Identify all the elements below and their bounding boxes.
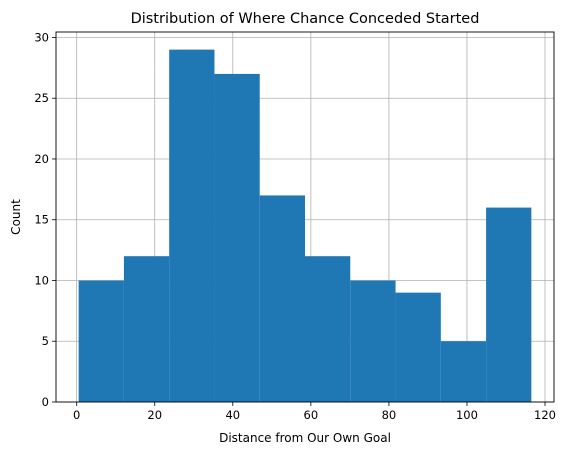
y-tick-label: 15 (34, 213, 49, 227)
histogram-bar-4 (214, 73, 260, 403)
y-tick-label: 30 (34, 30, 49, 44)
x-tick-label: 120 (534, 408, 556, 422)
chart-title: Distribution of Where Chance Conceded St… (131, 11, 480, 27)
histogram-bar-10 (486, 207, 532, 402)
histogram-bar-2 (123, 256, 170, 402)
histogram-bar-6 (305, 256, 351, 402)
x-tick-label: 60 (304, 408, 319, 422)
histogram-bar-8 (395, 292, 441, 402)
grid-lines (56, 32, 554, 403)
x-axis-label: Distance from Our Own Goal (219, 431, 391, 445)
y-tick-label: 0 (42, 395, 49, 409)
histogram-bar-3 (169, 49, 215, 402)
histogram-bar-5 (259, 195, 305, 402)
y-tick-label: 25 (34, 91, 49, 105)
plot-frame (55, 31, 555, 403)
y-axis-label: Count (9, 199, 23, 235)
x-axis-ticks: 0 20 40 60 80 100 120 (73, 402, 556, 422)
y-tick-label: 20 (34, 152, 49, 166)
x-tick-label: 100 (456, 408, 478, 422)
histogram-bar-7 (350, 280, 396, 402)
histogram-bar-1 (78, 280, 124, 402)
y-tick-label: 10 (34, 273, 49, 287)
x-tick-label: 80 (382, 408, 397, 422)
y-axis-ticks: 0 5 10 15 20 25 30 (34, 30, 56, 409)
x-tick-label: 40 (225, 408, 240, 422)
histogram-bar-9 (440, 341, 487, 402)
x-tick-label: 0 (73, 408, 80, 422)
bars (78, 49, 532, 403)
x-tick-label: 20 (147, 408, 162, 422)
y-tick-label: 5 (42, 334, 49, 348)
